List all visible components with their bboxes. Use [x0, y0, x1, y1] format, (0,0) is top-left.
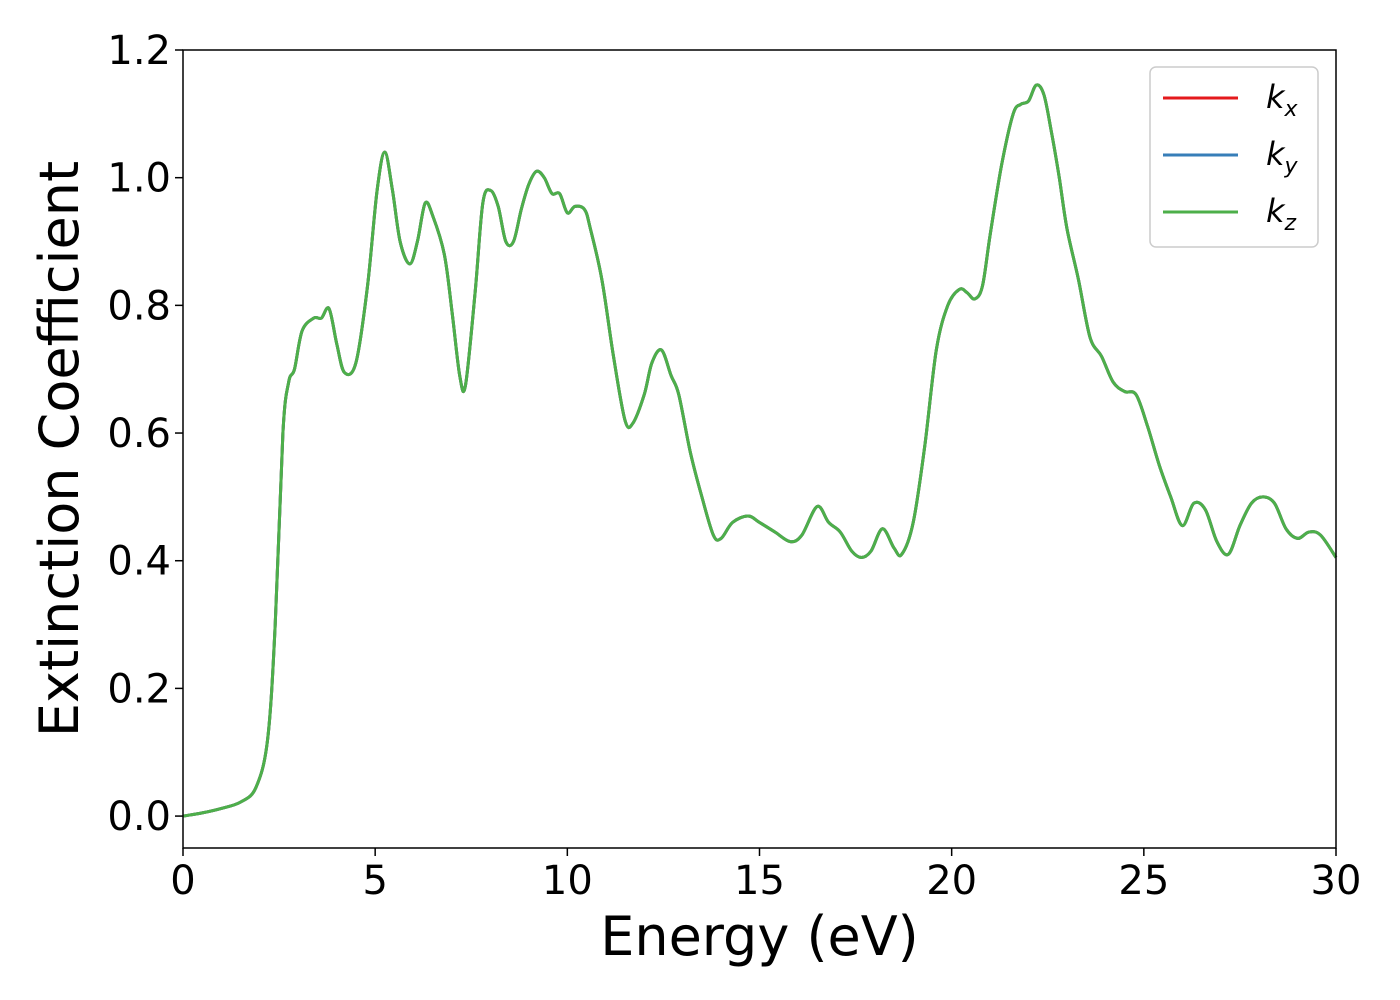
y-tick-label: 0.0 — [107, 794, 171, 840]
legend-label-ky: ky — [1266, 135, 1299, 179]
x-tick-label: 25 — [1118, 858, 1169, 904]
x-axis-label: Energy (eV) — [600, 905, 919, 968]
legend: kx ky kz — [1149, 66, 1319, 248]
y-tick-label: 0.6 — [107, 411, 171, 457]
y-tick-label: 0.2 — [107, 666, 171, 712]
x-axis-ticks: 0 5 10 15 20 25 30 — [170, 848, 1361, 904]
y-tick-label: 1.2 — [107, 28, 171, 74]
x-tick-label: 5 — [362, 858, 387, 904]
x-tick-label: 15 — [734, 858, 785, 904]
x-tick-label: 10 — [542, 858, 593, 904]
y-tick-label: 1.0 — [107, 156, 171, 202]
legend-label-kx: kx — [1266, 78, 1299, 122]
series-layer — [182, 83, 1338, 818]
x-tick-label: 0 — [170, 858, 195, 904]
y-tick-label: 0.8 — [107, 283, 171, 329]
legend-box — [1149, 66, 1319, 248]
y-axis-label: Extinction Coefficient — [28, 161, 91, 737]
legend-label-kz: kz — [1266, 192, 1297, 236]
series-line-kz — [182, 83, 1338, 818]
x-tick-label: 20 — [926, 858, 977, 904]
y-axis-ticks: 0.0 0.2 0.4 0.6 0.8 1.0 1.2 — [107, 28, 183, 840]
y-tick-label: 0.4 — [107, 539, 171, 585]
x-tick-label: 30 — [1311, 858, 1362, 904]
